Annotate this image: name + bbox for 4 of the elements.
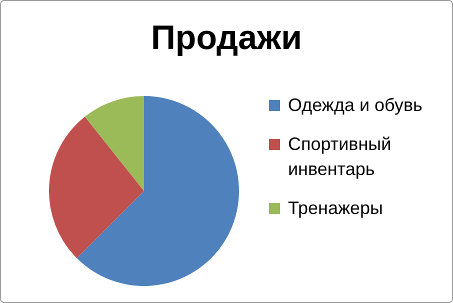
legend-label: Спортивный инвентарь bbox=[288, 133, 392, 181]
legend-label: Тренажеры bbox=[288, 197, 383, 220]
chart-title: Продажи bbox=[150, 19, 304, 58]
legend-label: Одежда и обувь bbox=[288, 94, 422, 117]
